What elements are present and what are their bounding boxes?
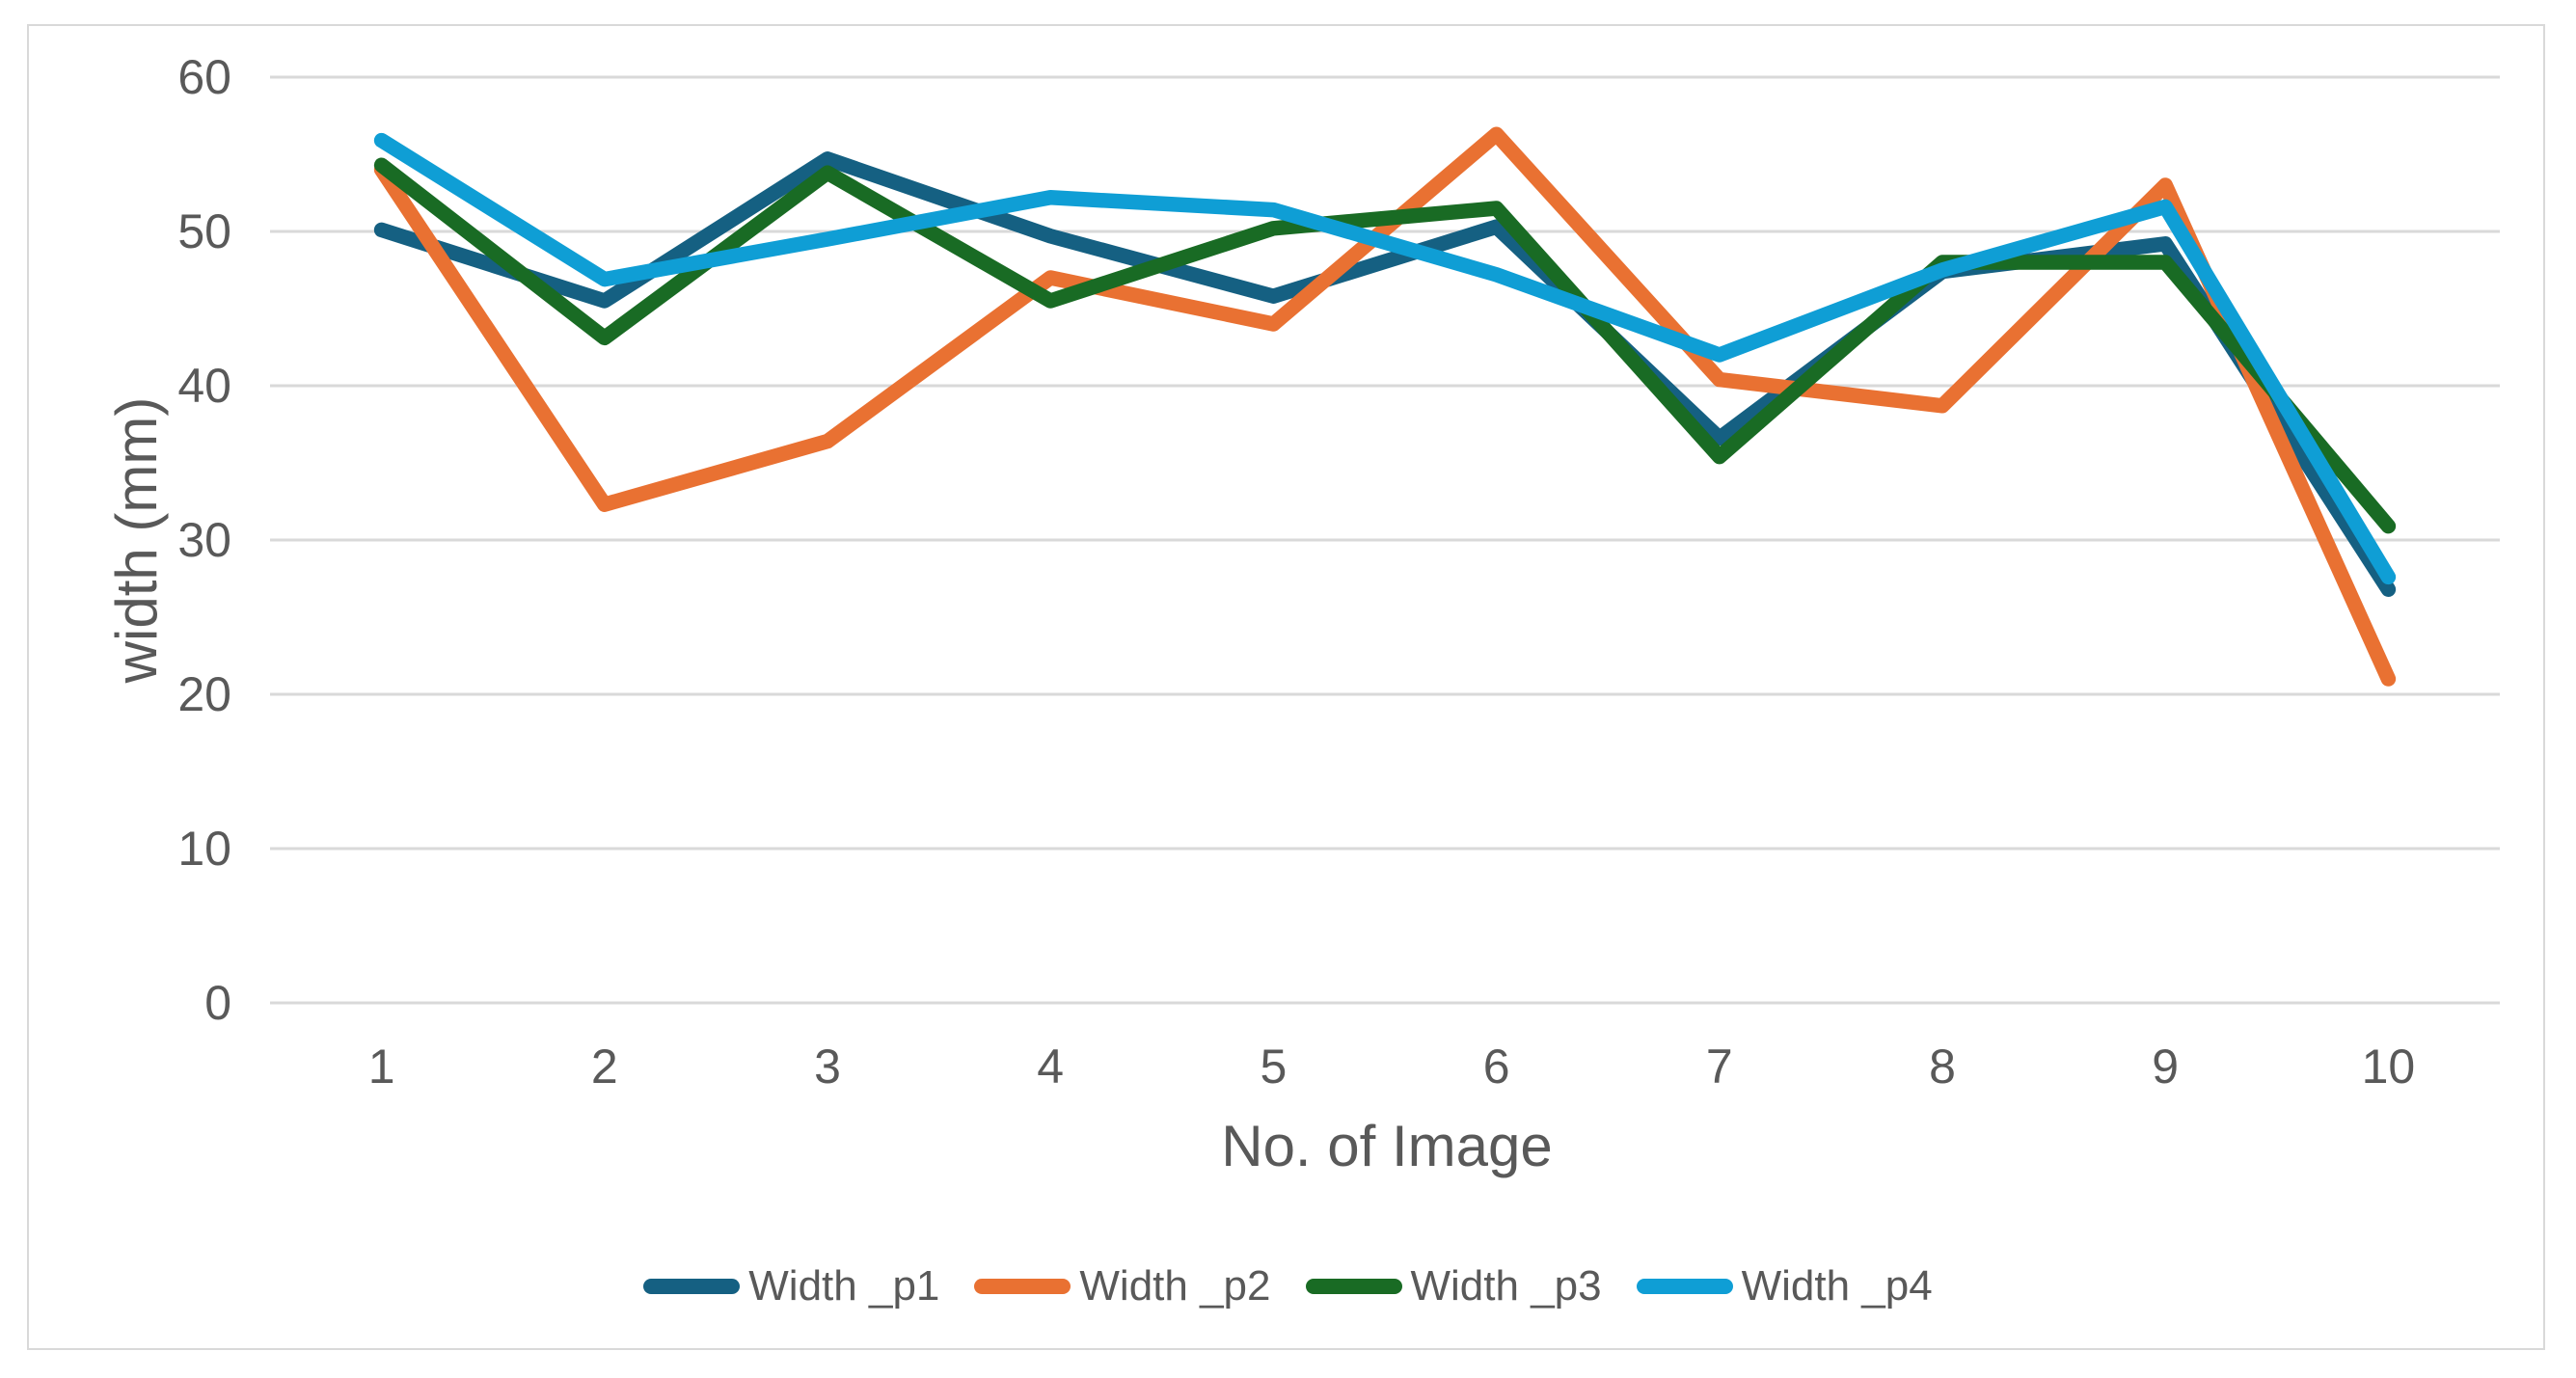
legend-item-width-_p4: Width _p4 [1636, 1262, 1933, 1310]
x-axis-tick-labels: 1 2 3 4 5 6 7 8 9 10 [368, 1040, 2416, 1094]
x-tick-label-6: 6 [1483, 1040, 1510, 1094]
legend-label: Width _p4 [1741, 1262, 1933, 1310]
y-tick-label-50: 50 [177, 204, 231, 258]
legend-label: Width _p3 [1410, 1262, 1602, 1310]
y-axis-title: width (mm) [104, 397, 169, 685]
legend-label: Width _p2 [1079, 1262, 1271, 1310]
x-tick-label-1: 1 [368, 1040, 395, 1094]
series-line-width-_p4 [373, 132, 2397, 585]
series-lines [373, 126, 2397, 687]
y-axis-tick-labels: 0 10 20 30 40 50 60 [177, 50, 231, 1030]
series-line-width-_p2 [373, 126, 2397, 687]
y-tick-label-10: 10 [177, 822, 231, 876]
legend-item-width-_p2: Width _p2 [974, 1262, 1271, 1310]
y-tick-label-20: 20 [177, 667, 231, 721]
y-tick-label-0: 0 [204, 976, 231, 1030]
series-line-width-_p3 [373, 157, 2397, 534]
legend: Width _p1 Width _p2 Width _p3 Width _p4 [0, 1261, 2576, 1311]
x-tick-label-8: 8 [1929, 1040, 1956, 1094]
x-tick-label-4: 4 [1037, 1040, 1064, 1094]
legend-label: Width _p1 [748, 1262, 940, 1310]
x-tick-label-9: 9 [2152, 1040, 2179, 1094]
legend-swatch-icon [1636, 1279, 1733, 1294]
x-tick-label-3: 3 [814, 1040, 841, 1094]
x-tick-label-7: 7 [1706, 1040, 1733, 1094]
legend-item-width-_p1: Width _p1 [643, 1262, 939, 1310]
legend-swatch-icon [643, 1279, 741, 1294]
x-tick-label-5: 5 [1260, 1040, 1287, 1094]
y-tick-label-30: 30 [177, 513, 231, 567]
legend-swatch-icon [1305, 1279, 1402, 1294]
y-tick-label-60: 60 [177, 50, 231, 104]
legend-swatch-icon [974, 1279, 1071, 1294]
y-tick-label-40: 40 [177, 359, 231, 413]
gridlines [270, 75, 2500, 1005]
legend-item-width-_p3: Width _p3 [1305, 1262, 1602, 1310]
x-tick-label-2: 2 [591, 1040, 618, 1094]
x-tick-label-10: 10 [2362, 1040, 2416, 1094]
x-axis-title: No. of Image [1221, 1114, 1553, 1178]
